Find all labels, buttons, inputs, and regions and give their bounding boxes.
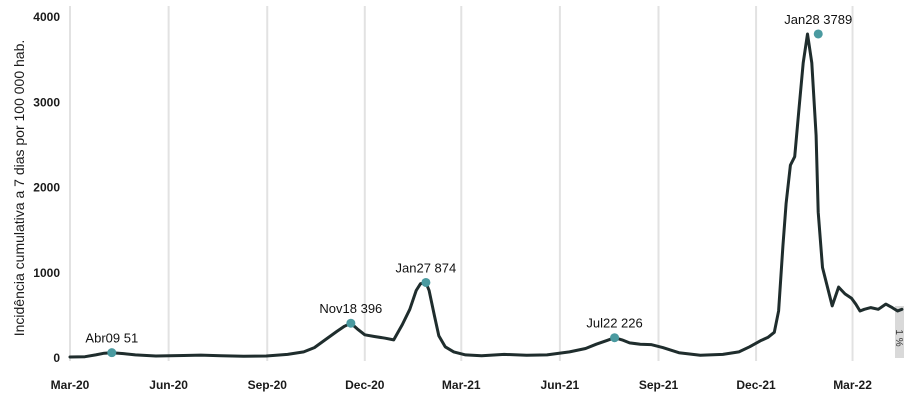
peak-marker	[346, 318, 356, 328]
y-axis: 0 1000 2000 3000 4000	[33, 10, 60, 365]
x-tick-label: Mar-21	[442, 378, 481, 392]
vertical-gridlines	[69, 6, 854, 361]
series-line	[68, 32, 904, 359]
peak-label: Jan28 3789	[784, 12, 852, 27]
y-axis-label: Incidência cumulativa a 7 dias por 100 0…	[11, 40, 27, 337]
x-tick-label: Jun-21	[541, 378, 580, 392]
side-marker-bar	[895, 306, 904, 358]
peak-marker	[421, 277, 431, 287]
x-tick-label: Mar-22	[833, 378, 872, 392]
x-tick-label: Dec-21	[736, 378, 776, 392]
y-tick-label: 3000	[33, 95, 60, 109]
peak-label: Jul22 226	[586, 316, 642, 331]
y-tick-label: 0	[53, 351, 60, 365]
x-tick-label: Mar-20	[51, 378, 90, 392]
y-tick-label: 4000	[33, 10, 60, 24]
peak-label: Jan27 874	[396, 260, 457, 275]
y-tick-label: 1000	[33, 266, 60, 280]
side-marker-label: 1 %	[893, 329, 904, 346]
peak-label: Abr09 51	[85, 331, 138, 346]
x-tick-label: Sep-20	[248, 378, 288, 392]
peak-marker	[813, 29, 823, 39]
y-tick-label: 2000	[33, 181, 60, 195]
x-tick-label: Sep-21	[639, 378, 679, 392]
peak-marker	[107, 348, 117, 358]
x-tick-label: Jun-20	[149, 378, 188, 392]
peak-annotations: Abr09 51 Nov18 396 Jan27 874 Jul22 226 Jan28…	[85, 12, 852, 358]
x-tick-label: Dec-20	[345, 378, 385, 392]
peak-label: Nov18 396	[319, 301, 382, 316]
peak-marker	[610, 333, 620, 343]
x-axis: Mar-20 Jun-20 Sep-20 Dec-20 Mar-21 Jun-21 Sep-…	[51, 378, 873, 392]
